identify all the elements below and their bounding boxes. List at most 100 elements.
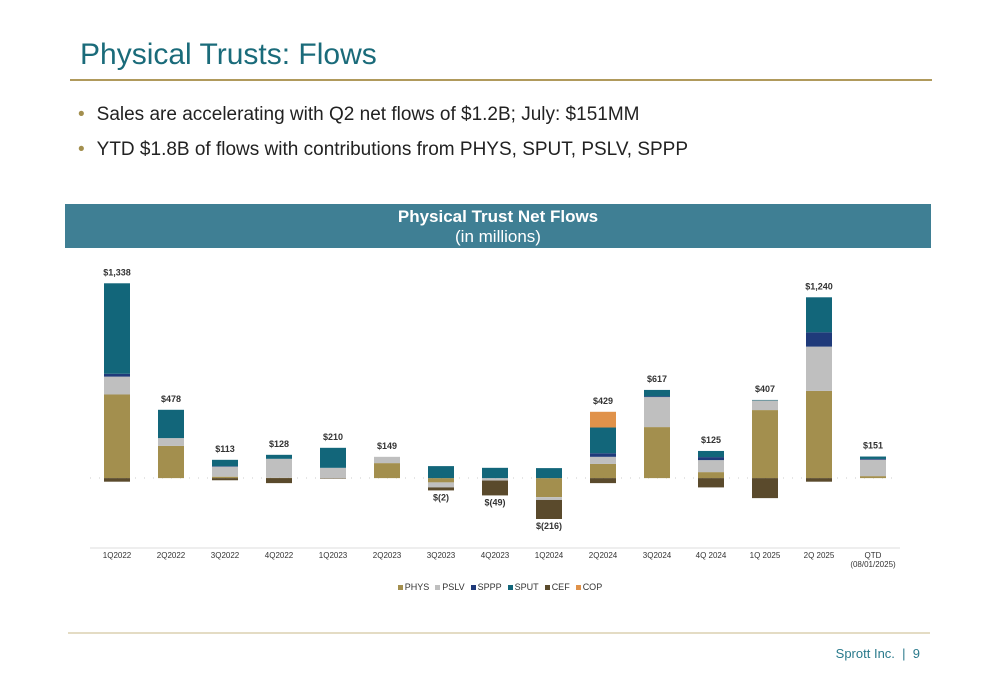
bar-segment (752, 410, 778, 479)
x-tick-label: 4Q2022 (264, 551, 294, 560)
bar-segment (104, 283, 130, 374)
total-label: $(216) (536, 521, 562, 531)
bar-segment (590, 463, 616, 479)
bar-segment (158, 438, 184, 446)
bar-segment (320, 447, 346, 468)
legend: PHYS PSLV SPPP SPUT CEF COP (0, 582, 1000, 592)
bar-segment (806, 346, 832, 391)
title-rule (70, 79, 932, 81)
bar-segment (698, 478, 724, 488)
total-label: $407 (755, 384, 775, 394)
chart-banner: Physical Trust Net Flows (in millions) (65, 204, 931, 248)
bar-segment (266, 458, 292, 478)
bar-segment (104, 394, 130, 479)
bar-segment (644, 397, 670, 428)
total-label: $128 (269, 439, 289, 449)
company: Sprott Inc. (835, 646, 895, 661)
x-tick-label: 2Q 2025 (803, 551, 835, 560)
bar-segment (266, 478, 292, 484)
x-tick-label: 1Q2023 (318, 551, 348, 560)
footer: Sprott Inc. | 9 (836, 646, 920, 661)
bar-segment (806, 478, 832, 482)
bar-segment (536, 468, 562, 479)
total-label: $1,338 (103, 267, 131, 277)
total-label: $429 (593, 396, 613, 406)
bar-segment (806, 332, 832, 347)
legend-item: SPPP (470, 582, 502, 592)
bar-segment (860, 458, 886, 460)
bar-segment (212, 466, 238, 477)
legend-label: SPPP (477, 582, 502, 592)
slide-title: Physical Trusts: Flows (80, 38, 377, 71)
bar-segment (374, 463, 400, 479)
x-tick-label: 2Q2023 (372, 551, 402, 560)
bar-segment (428, 482, 454, 488)
bar-segment (428, 466, 454, 479)
total-label: $113 (215, 444, 235, 454)
x-tick-label: QTD (08/01/2025) (850, 551, 896, 569)
legend-label: PSLV (442, 582, 465, 592)
bullet-text: YTD $1.8B of flows with contributions fr… (96, 139, 689, 160)
total-label: $210 (323, 432, 343, 442)
x-tick-label: 3Q2022 (210, 551, 240, 560)
bar-segment (428, 478, 454, 483)
legend-swatch (435, 585, 441, 591)
bar-segment (428, 487, 454, 491)
bar-segment (482, 478, 508, 481)
legend-swatch (544, 585, 550, 591)
bar-segment (698, 457, 724, 461)
bar-segment (482, 480, 508, 496)
bar-segment (860, 459, 886, 477)
total-label: $151 (863, 441, 883, 451)
bar-segment (806, 297, 832, 333)
legend-swatch (470, 585, 476, 591)
bar-segment (698, 472, 724, 479)
bar-segment (860, 456, 886, 459)
legend-swatch (575, 585, 581, 591)
x-tick-label: 1Q2022 (102, 551, 132, 560)
bar-segment (806, 390, 832, 479)
legend-label: COP (582, 582, 603, 592)
total-label: $125 (701, 435, 721, 445)
bar-segment (266, 454, 292, 459)
bullet: • Sales are accelerating with Q2 net flow… (78, 104, 640, 125)
bar-segment (644, 389, 670, 397)
bar-segment (590, 478, 616, 484)
total-label: $(49) (484, 497, 505, 507)
legend-item: SPUT (507, 582, 539, 592)
legend-swatch (397, 585, 403, 591)
bar-segment (158, 409, 184, 439)
bar-segment (536, 499, 562, 519)
legend-item: PHYS (397, 582, 429, 592)
bar-segment (698, 450, 724, 458)
legend-item: CEF (544, 582, 570, 592)
bar-segment (590, 453, 616, 457)
x-tick-label: 3Q2023 (426, 551, 456, 560)
x-tick-label: 4Q2023 (480, 551, 510, 560)
bar-segment (212, 459, 238, 467)
bullet: • YTD $1.8B of flows with contributions f… (78, 139, 689, 160)
x-tick-label: 3Q2024 (642, 551, 672, 560)
total-label: $(2) (433, 492, 449, 502)
chart-subtitle: (in millions) (455, 227, 541, 246)
bar-segment (536, 497, 562, 500)
bar-segment (212, 476, 238, 479)
bar-segment (212, 478, 238, 481)
bar-segment (590, 456, 616, 464)
page-number: 9 (912, 646, 920, 661)
separator: | (902, 646, 906, 661)
bullet-text: Sales are accelerating with Q2 net flows… (96, 104, 640, 125)
total-label: $149 (377, 441, 397, 451)
legend-item: PSLV (435, 582, 465, 592)
bar-segment (320, 478, 346, 479)
chart-title: Physical Trust Net Flows (397, 207, 599, 226)
bar-segment (644, 396, 670, 398)
total-label: $617 (647, 374, 667, 384)
bar-segment (752, 400, 778, 411)
total-label: $478 (161, 394, 181, 404)
bar-segment (860, 476, 886, 479)
bar-segment (536, 478, 562, 498)
legend-label: SPUT (514, 582, 539, 592)
bar-segment (644, 427, 670, 479)
